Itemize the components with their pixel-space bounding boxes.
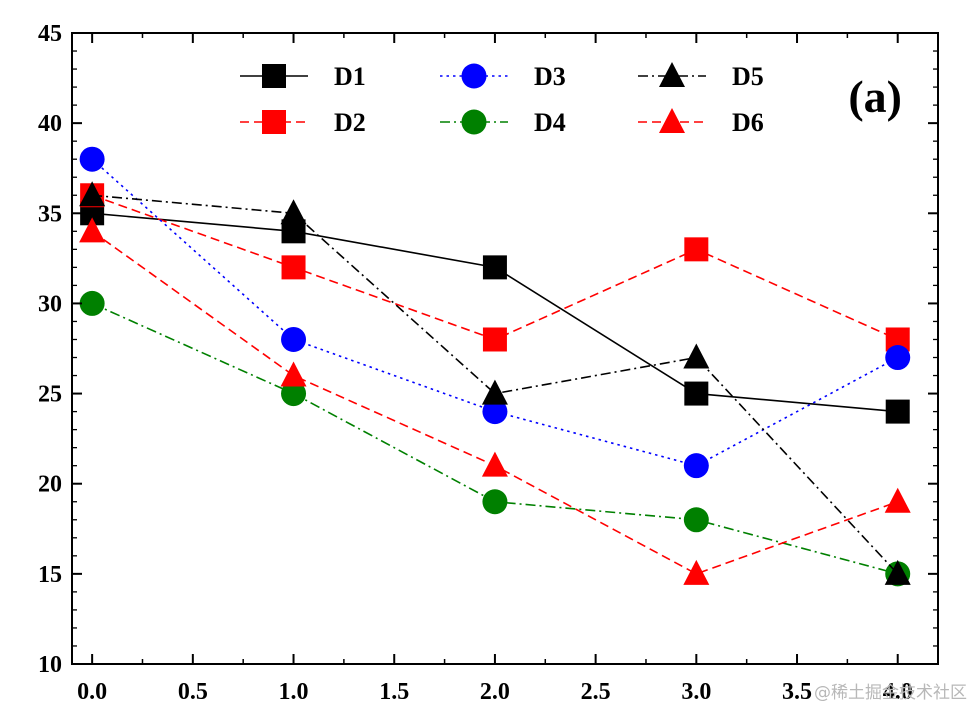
watermark: @稀土掘金技术社区 bbox=[814, 683, 967, 703]
y-tick-label: 40 bbox=[38, 111, 62, 137]
series-d2 bbox=[80, 183, 910, 352]
data-point-d6-4 bbox=[884, 487, 911, 513]
x-tick-label: 3.5 bbox=[782, 679, 812, 705]
data-point-d1-3 bbox=[684, 381, 709, 406]
legend-marker-d6 bbox=[659, 108, 685, 133]
legend-marker-d1 bbox=[262, 64, 286, 88]
x-tick-label: 1.0 bbox=[279, 679, 309, 705]
data-point-d6-2 bbox=[481, 451, 508, 477]
x-tick-label: 4.0 bbox=[883, 679, 913, 705]
data-point-d5-4 bbox=[884, 559, 911, 585]
legend-entry-d3: D3 bbox=[440, 62, 566, 91]
y-tick-label: 10 bbox=[38, 652, 62, 678]
data-point-d6-3 bbox=[683, 559, 710, 585]
data-point-d2-2 bbox=[482, 327, 507, 352]
legend-marker-d4 bbox=[461, 109, 487, 135]
x-tick-label: 2.0 bbox=[480, 679, 510, 705]
x-tick-label: 2.5 bbox=[581, 679, 611, 705]
series-d6 bbox=[79, 217, 911, 585]
x-tick-label: 0.0 bbox=[77, 679, 107, 705]
y-tick-label: 25 bbox=[38, 382, 62, 408]
legend-entry-d5: D5 bbox=[638, 62, 764, 91]
data-point-d3-3 bbox=[683, 453, 709, 479]
x-tick-label: 0.5 bbox=[178, 679, 208, 705]
y-tick-label: 45 bbox=[38, 21, 62, 47]
data-point-d4-1 bbox=[281, 381, 307, 407]
legend-entry-d4: D4 bbox=[440, 108, 566, 137]
data-point-d3-4 bbox=[885, 345, 911, 371]
chart-marks bbox=[79, 146, 911, 587]
x-tick-label: 1.5 bbox=[379, 679, 409, 705]
legend-marker-d2 bbox=[262, 110, 286, 134]
chart-axes: 0.0 0.5 1.0 1.5 2.0 2.5 3.0 3.5 4.0 10 15 20 25 30 35 4… bbox=[38, 21, 939, 705]
plot-frame bbox=[71, 32, 939, 665]
data-point-d3-1 bbox=[281, 326, 307, 352]
data-point-d5-0 bbox=[79, 181, 106, 207]
legend-label-d4: D4 bbox=[534, 108, 566, 137]
legend-label-d3: D3 bbox=[534, 62, 566, 91]
legend-label-d6: D6 bbox=[732, 108, 764, 137]
legend-marker-d5 bbox=[659, 62, 685, 87]
data-point-d5-2 bbox=[481, 379, 508, 405]
y-tick-label: 30 bbox=[38, 291, 62, 317]
legend-marker-d3 bbox=[461, 63, 487, 89]
data-point-d2-1 bbox=[281, 255, 306, 280]
data-point-d4-2 bbox=[482, 489, 508, 515]
legend-entry-d1: D1 bbox=[240, 62, 366, 91]
data-point-d6-1 bbox=[280, 361, 307, 387]
data-point-d3-0 bbox=[79, 146, 105, 172]
data-point-d6-0 bbox=[79, 217, 106, 243]
y-tick-label: 35 bbox=[38, 201, 62, 227]
y-tick-label: 15 bbox=[38, 562, 62, 588]
data-point-d5-1 bbox=[280, 199, 307, 225]
legend-entry-d2: D2 bbox=[240, 108, 366, 137]
series-d5 bbox=[79, 181, 911, 585]
legend-label-d2: D2 bbox=[334, 108, 366, 137]
data-point-d3-2 bbox=[482, 399, 508, 425]
x-tick-label: 3.0 bbox=[681, 679, 711, 705]
legend-label-d1: D1 bbox=[334, 62, 366, 91]
data-point-d5-3 bbox=[683, 343, 710, 369]
data-point-d2-3 bbox=[684, 237, 709, 262]
chart-legend: D1 D2 D3 D4 D5 D6 bbox=[240, 62, 764, 137]
y-tick-label: 20 bbox=[38, 472, 62, 498]
legend-entry-d6: D6 bbox=[638, 108, 764, 137]
panel-label: (a) bbox=[848, 71, 902, 122]
data-point-d4-0 bbox=[79, 290, 105, 316]
series-d3 bbox=[79, 146, 911, 479]
data-point-d1-4 bbox=[885, 399, 910, 424]
data-point-d4-3 bbox=[683, 507, 709, 533]
data-point-d1-2 bbox=[482, 255, 507, 280]
legend-label-d5: D5 bbox=[732, 62, 764, 91]
series-line-d5 bbox=[92, 194, 899, 575]
